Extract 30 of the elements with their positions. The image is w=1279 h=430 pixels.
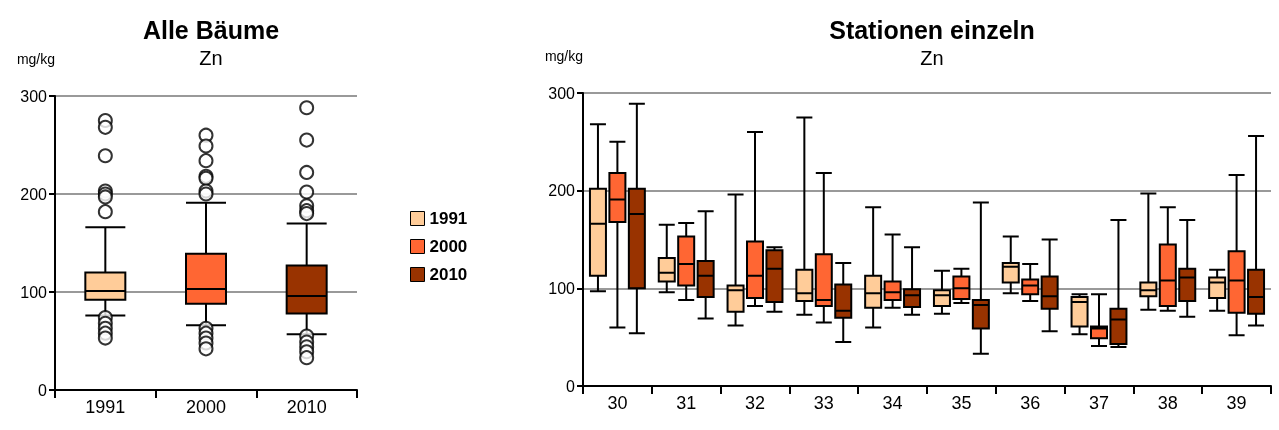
x-tick-label: 36 xyxy=(1020,393,1041,413)
chart-title: Alle Bäume xyxy=(142,15,280,44)
y-axis-title: mg/kg xyxy=(16,51,55,67)
y-axis-title: mg/kg xyxy=(544,48,583,64)
x-tick-label: 34 xyxy=(882,393,903,413)
x-tick-label: 30 xyxy=(607,393,628,413)
legend-label: 2010 xyxy=(429,265,468,284)
y-tick-label: 300 xyxy=(548,84,576,102)
legend-label: 2000 xyxy=(429,237,468,256)
x-tick-label: 33 xyxy=(813,393,834,413)
y-tick-label: 0 xyxy=(38,381,48,399)
y-tick-label: 100 xyxy=(20,283,48,301)
y-tick-label: 300 xyxy=(20,87,48,105)
y-tick-label: 200 xyxy=(548,182,576,200)
x-tick-label: 31 xyxy=(676,393,697,413)
y-tick-label: 0 xyxy=(566,377,576,395)
y-tick-label: 100 xyxy=(548,279,576,297)
y-tick-label: 200 xyxy=(20,185,48,203)
x-tick-label: 2000 xyxy=(185,397,227,417)
x-tick-label: 2010 xyxy=(286,397,327,417)
x-tick-label: 37 xyxy=(1088,393,1110,413)
chart-title: Stationen einzeln xyxy=(829,15,1035,44)
x-tick-label: 38 xyxy=(1157,393,1178,413)
chart-subtitle: Zn xyxy=(199,47,223,69)
x-tick-label: 1991 xyxy=(85,397,126,417)
legend-label: 1991 xyxy=(429,209,468,228)
x-tick-label: 39 xyxy=(1226,393,1247,413)
x-tick-label: 35 xyxy=(951,393,972,413)
x-tick-label: 32 xyxy=(744,393,766,413)
chart-subtitle: Zn xyxy=(920,47,944,69)
